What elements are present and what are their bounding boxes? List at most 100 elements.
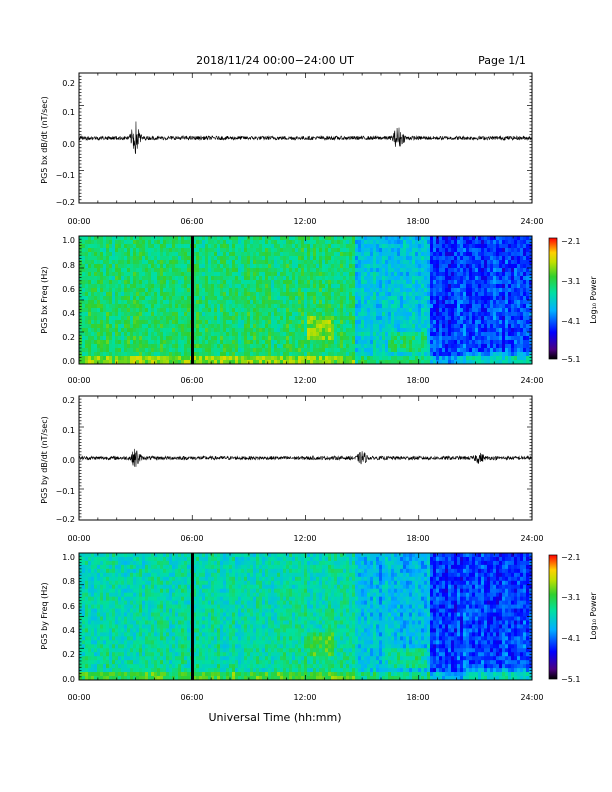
heatmap-cell [85,256,89,261]
heatmap-cell [289,236,293,241]
heatmap-cell [466,356,470,361]
heatmap-cell [346,356,350,361]
heatmap-cell [250,284,254,289]
heatmap-cell [484,348,488,353]
heatmap-cell [460,336,464,341]
heatmap-cell [391,284,395,289]
heatmap-cell [85,308,89,313]
heatmap-cell [100,348,104,353]
heatmap-cell [436,284,440,289]
heatmap-cell [442,272,446,277]
heatmap-cell [328,292,332,297]
heatmap-cell [127,296,131,301]
heatmap-cell [130,344,134,349]
heatmap-cell [355,332,359,337]
heatmap-cell [304,248,308,253]
heatmap-cell [274,240,278,245]
heatmap-cell [340,260,344,265]
heatmap-cell [307,360,311,365]
heatmap-cell [493,288,497,293]
heatmap-cell [82,352,86,357]
heatmap-cell [157,240,161,245]
heatmap-cell [187,236,191,241]
heatmap-cell [412,344,416,349]
heatmap-cell [427,340,431,345]
heatmap-cell [151,340,155,345]
heatmap-cell [151,348,155,353]
heatmap-cell [394,336,398,341]
heatmap-cell [505,272,509,277]
heatmap-cell [463,292,467,297]
heatmap-cell [316,244,320,249]
heatmap-cell [199,300,203,305]
heatmap-cell [511,312,515,317]
heatmap-cell [376,304,380,309]
heatmap-cell [349,264,353,269]
heatmap-cell [442,244,446,249]
heatmap-cell [247,312,251,317]
heatmap-cell [187,292,191,297]
heatmap-cell [289,348,293,353]
heatmap-cell [457,272,461,277]
heatmap-cell [130,356,134,361]
heatmap-cell [181,260,185,265]
heatmap-cell [172,280,176,285]
heatmap-cell [457,300,461,305]
heatmap-cell [229,324,233,329]
heatmap-cell [271,268,275,273]
heatmap-cell [385,360,389,365]
heatmap-cell [247,244,251,249]
heatmap-cell [277,324,281,329]
heatmap-cell [334,308,338,313]
heatmap-cell [415,284,419,289]
heatmap-cell [145,296,149,301]
heatmap-cell [397,336,401,341]
heatmap-cell [286,300,290,305]
heatmap-cell [520,320,524,325]
heatmap-cell [253,264,257,269]
heatmap-cell [280,276,284,281]
heatmap-cell [244,256,248,261]
heatmap-cell [427,248,431,253]
heatmap-cell [412,272,416,277]
heatmap-cell [157,264,161,269]
heatmap-cell [328,312,332,317]
heatmap-cell [271,336,275,341]
heatmap-cell [145,308,149,313]
heatmap-cell [520,324,524,329]
heatmap-cell [202,328,206,333]
heatmap-cell [121,356,125,361]
heatmap-cell [370,324,374,329]
heatmap-cell [82,340,86,345]
heatmap-cell [157,256,161,261]
heatmap-cell [472,280,476,285]
heatmap-cell [391,332,395,337]
heatmap-cell [529,276,533,281]
heatmap-cell [244,288,248,293]
heatmap-cell [157,300,161,305]
heatmap-cell [223,332,227,337]
heatmap-cell [175,276,179,281]
heatmap-cell [214,352,218,357]
heatmap-cell [475,256,479,261]
heatmap-cell [367,256,371,261]
heatmap-cell [499,248,503,253]
heatmap-cell [121,268,125,273]
heatmap-cell [175,252,179,257]
heatmap-cell [250,316,254,321]
heatmap-cell [463,336,467,341]
x-tick-label: 00:00 [67,217,90,226]
heatmap-cell [262,356,266,361]
heatmap-cell [214,300,218,305]
heatmap-cell [295,244,299,249]
heatmap-cell [253,344,257,349]
heatmap-cell [454,348,458,353]
heatmap-cell [250,308,254,313]
heatmap-cell [379,356,383,361]
heatmap-cell [400,332,404,337]
heatmap-cell [142,256,146,261]
heatmap-cell [340,236,344,241]
heatmap-cell [253,240,257,245]
heatmap-cell [325,360,329,365]
heatmap-cell [364,284,368,289]
